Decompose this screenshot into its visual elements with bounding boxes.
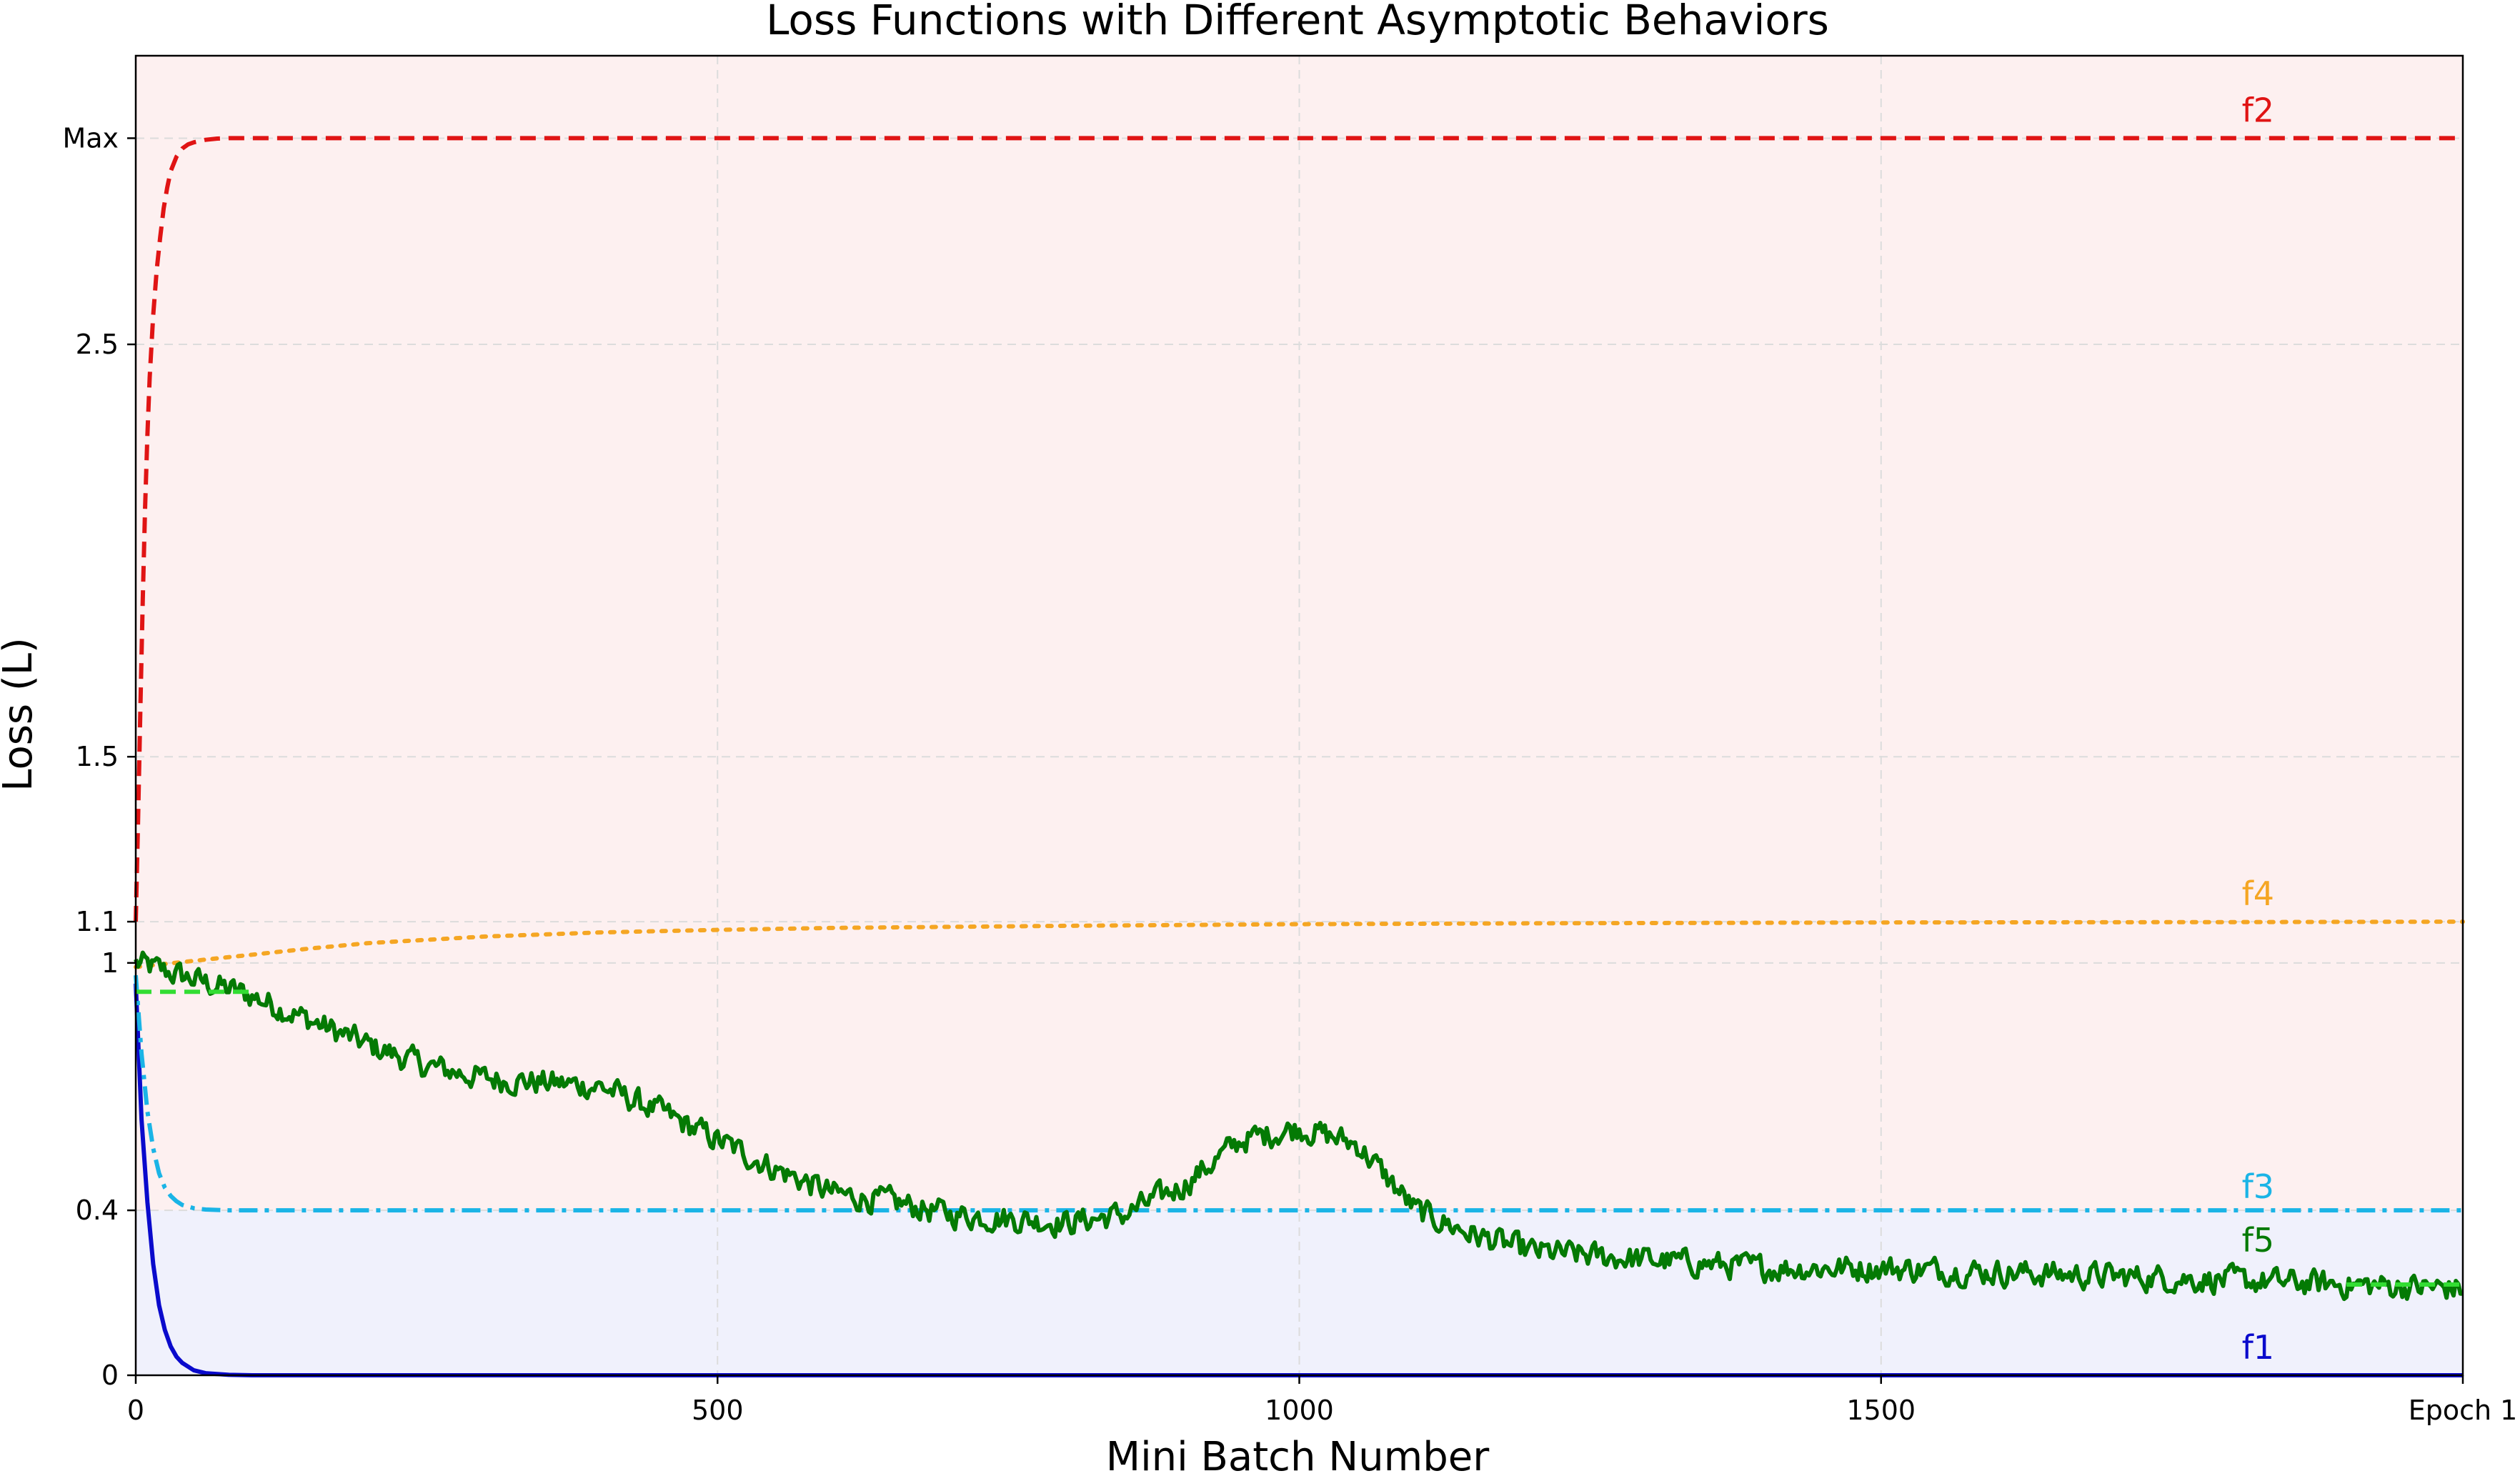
x-axis-label: Mini Batch Number: [1106, 1434, 1490, 1478]
y-tick-label: 0.4: [76, 1195, 119, 1226]
series-label-f1: f1: [2242, 1328, 2274, 1367]
chart-title: Loss Functions with Different Asymptotic…: [766, 0, 1829, 44]
axes: 0 500 1000 1500 Epoch 1 0 0.4 1 1.1 1.5 2.5 Max: [62, 54, 2518, 1426]
series-line-f4: [134, 919, 2465, 969]
y-tick-label: 0: [101, 1360, 119, 1391]
x-tick-label: Epoch 1: [2409, 1395, 2518, 1426]
x-tick-label: 1500: [1846, 1395, 1916, 1426]
series-label-f5: f5: [2242, 1221, 2274, 1260]
y-tick-label: Max: [62, 122, 119, 154]
x-tick-label: 500: [692, 1395, 744, 1426]
x-tick-label: 1000: [1265, 1395, 1334, 1426]
y-tick-label: 1.5: [76, 741, 119, 772]
extra-markers: [136, 989, 2463, 1287]
y-tick-label: 1: [101, 947, 119, 979]
series-labels: f1 f2 f3 f4 f5: [2242, 91, 2274, 1367]
series-label-f3: f3: [2242, 1167, 2274, 1206]
x-tick-label: 0: [127, 1395, 144, 1426]
series-label-f2: f2: [2242, 91, 2274, 129]
y-tick-label: 2.5: [76, 329, 119, 360]
y-tick-label: 1.1: [76, 906, 119, 937]
series-line-f2: [134, 136, 2463, 922]
y-axis-label: Loss (L): [0, 637, 41, 792]
series-label-f4: f4: [2242, 874, 2274, 913]
series-line-f3: [134, 974, 2463, 1213]
series-line-f5: [134, 950, 2463, 1302]
